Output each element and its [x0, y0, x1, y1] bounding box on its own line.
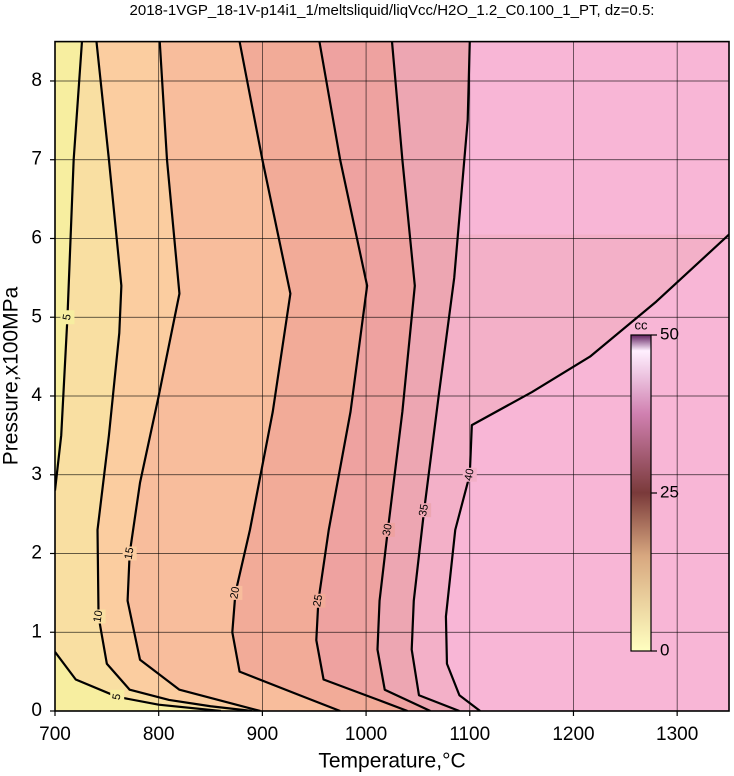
y-tick-label: 1 [31, 621, 42, 642]
x-tick-label: 900 [247, 724, 279, 745]
y-tick-label: 2 [31, 543, 42, 564]
y-axis-label: Pressure,x100MPa [0, 286, 23, 465]
contour-label-bg [110, 689, 125, 704]
y-tick-label: 5 [31, 306, 42, 327]
colorbar-tick-label: 25 [660, 482, 679, 501]
colorbar [630, 334, 652, 652]
x-tick-label: 1200 [552, 724, 594, 745]
colorbar-label: cc [635, 317, 649, 332]
contour-fill [55, 651, 221, 711]
contour-label: 35 [417, 503, 431, 517]
contour-label-bg [311, 593, 326, 608]
x-tick-label: 800 [143, 724, 175, 745]
y-tick-label: 6 [31, 227, 42, 248]
contour-label-bg [91, 609, 106, 624]
colorbar-tick-label: 50 [660, 324, 679, 343]
chart-title: 2018-1VGP_18-1V-p14i1_1/meltsliquid/liqV… [130, 2, 655, 19]
x-tick-label: 1100 [449, 724, 490, 745]
contour-label-bg [380, 522, 395, 537]
plot-frame [54, 40, 730, 712]
contour-label-bg [462, 467, 477, 482]
contour-label-bg [122, 546, 137, 561]
x-tick-label: 700 [39, 724, 71, 745]
contour-label: 15 [123, 546, 137, 560]
contour-label-bg [60, 310, 75, 325]
y-tick-label: 4 [31, 385, 42, 406]
y-tick-label: 7 [31, 149, 42, 170]
contour-label-bg [228, 585, 243, 600]
y-tick-label: 8 [31, 70, 42, 91]
contour-label: 40 [463, 468, 477, 482]
contour-line [231, 41, 341, 712]
contour-fill [55, 41, 253, 712]
x-tick-label: 1300 [656, 724, 698, 745]
colorbar-tick-label: 0 [660, 640, 669, 659]
contour-label: 25 [311, 594, 325, 608]
contour-label-bg [417, 503, 432, 518]
contour-line [126, 41, 261, 712]
x-tick-label: 1000 [345, 724, 387, 745]
contour-line [95, 41, 253, 712]
contour-label: 5 [61, 313, 74, 321]
x-axis-label: Temperature,°C [318, 750, 465, 773]
y-tick-label: 0 [31, 700, 42, 721]
contour-label: 10 [91, 609, 105, 623]
y-tick-label: 3 [31, 464, 42, 485]
plot-area: 40 35 30 25 20 15 10 5 5 [55, 41, 729, 712]
contour-line [315, 41, 408, 712]
contour-label: 30 [381, 523, 395, 537]
contour-label: 20 [228, 586, 242, 600]
contour-label: 5 [111, 693, 124, 701]
